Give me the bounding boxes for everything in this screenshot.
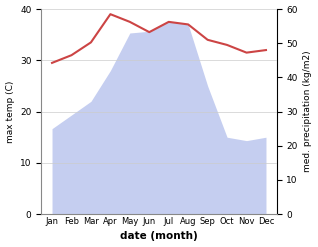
Y-axis label: med. precipitation (kg/m2): med. precipitation (kg/m2) bbox=[303, 51, 313, 172]
X-axis label: date (month): date (month) bbox=[120, 231, 198, 242]
Y-axis label: max temp (C): max temp (C) bbox=[5, 80, 15, 143]
